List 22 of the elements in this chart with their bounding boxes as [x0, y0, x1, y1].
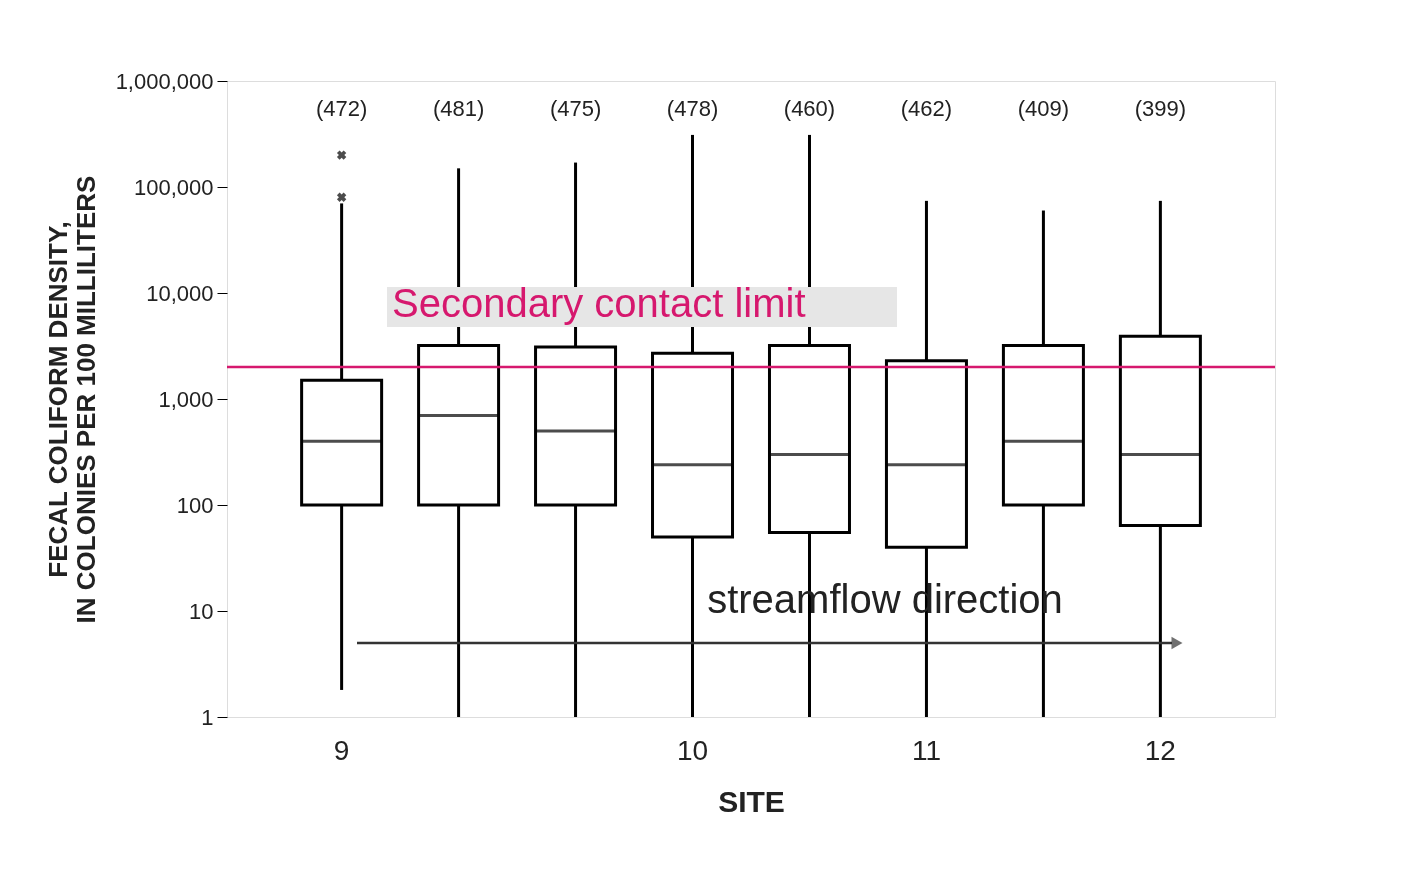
ref-line-label: Secondary contact limit	[392, 281, 806, 326]
y-axis-title: FECAL COLIFORM DENSITY, IN COLONIES PER 100 MILLILITERS	[42, 175, 101, 624]
y-tick-label: 100	[176, 492, 214, 518]
annotation: (460)	[783, 96, 836, 121]
x-tick-label: 11	[911, 734, 941, 766]
y-tick-label: 100,000	[133, 174, 214, 200]
x-tick-label: 9	[333, 734, 350, 766]
x-axis-title: SITE	[718, 784, 785, 818]
annotation: (475)	[549, 96, 602, 121]
annotation: (462)	[900, 96, 953, 121]
y-tick-label: 10	[189, 598, 214, 624]
y-tick-label: 1	[201, 704, 214, 730]
annotation: (399)	[1134, 96, 1187, 121]
y-tick-label: 10,000	[146, 280, 214, 306]
y-tick-label: 1,000	[158, 386, 214, 412]
annotation: (409)	[1017, 96, 1070, 121]
annotation: (478)	[666, 96, 719, 121]
x-tick-label: 12	[1144, 734, 1176, 766]
annotation: (481)	[432, 96, 485, 121]
x-tick-label: 10	[676, 734, 709, 766]
annotation: (472)	[315, 96, 368, 121]
y-tick-label: 1,000,000	[115, 68, 214, 94]
